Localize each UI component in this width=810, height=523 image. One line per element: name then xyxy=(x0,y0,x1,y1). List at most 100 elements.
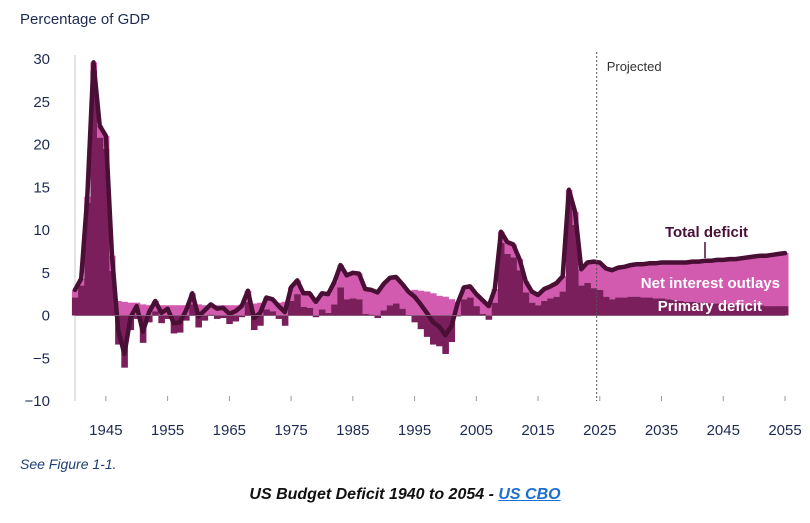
net-interest-bar xyxy=(331,282,338,305)
primary-deficit-bar xyxy=(306,307,314,316)
net-interest-bar xyxy=(380,283,388,311)
net-interest-bar xyxy=(541,288,548,301)
primary-deficit-bar xyxy=(664,299,672,316)
net-interest-bar xyxy=(763,255,770,307)
primary-deficit-bar xyxy=(485,315,493,320)
net-interest-bar xyxy=(318,293,326,310)
primary-deficit-bar xyxy=(158,315,165,324)
primary-deficit-bar xyxy=(331,304,338,316)
y-tick-label: 0 xyxy=(42,308,50,325)
primary-deficit-bar xyxy=(578,285,585,316)
net-interest-bar xyxy=(646,263,653,298)
label-total-deficit: Total deficit xyxy=(665,224,748,241)
net-interest-bar xyxy=(337,265,344,288)
primary-deficit-bar xyxy=(374,315,382,319)
net-interest-bar xyxy=(399,283,406,309)
primary-deficit-bar xyxy=(504,253,511,316)
primary-deficit-bar xyxy=(683,301,690,316)
net-interest-bar xyxy=(781,253,789,307)
primary-deficit-bar xyxy=(164,315,172,319)
y-axis: 30 25 20 15 10 5 0 −5 −10 xyxy=(25,51,76,410)
x-tick-label: 1995 xyxy=(398,422,431,439)
net-interest-bar xyxy=(423,291,431,316)
net-interest-bar xyxy=(621,266,628,298)
y-tick-label: 20 xyxy=(33,137,50,154)
x-tick-label: 1975 xyxy=(274,422,307,439)
primary-deficit-bar xyxy=(602,296,610,316)
net-interest-bar xyxy=(596,262,604,290)
net-interest-bar xyxy=(510,244,517,258)
net-interest-bar xyxy=(695,261,703,303)
primary-deficit-bar xyxy=(84,202,91,316)
primary-deficit-bar xyxy=(744,305,752,316)
primary-deficit-bar xyxy=(528,302,536,316)
primary-deficit-bar xyxy=(300,306,307,316)
source-link[interactable]: US CBO xyxy=(498,486,561,503)
net-interest-bar xyxy=(633,264,641,297)
net-interest-bar xyxy=(578,269,585,286)
net-interest-bar xyxy=(738,258,746,306)
primary-deficit-bar xyxy=(71,297,79,316)
primary-deficit-bar xyxy=(596,289,604,316)
primary-deficit-bar xyxy=(183,315,190,321)
net-interest-bar xyxy=(664,262,672,300)
primary-deficit-bar xyxy=(757,305,764,316)
primary-deficit-bar xyxy=(732,305,740,316)
primary-deficit-bar xyxy=(337,287,344,316)
primary-deficit-bar xyxy=(257,315,264,326)
net-interest-bar xyxy=(491,288,499,303)
primary-deficit-bar xyxy=(646,297,653,316)
net-interest-bar xyxy=(392,277,400,304)
net-interest-bar xyxy=(714,259,721,304)
net-interest-bar xyxy=(263,297,270,310)
primary-deficit-bar xyxy=(343,299,351,316)
net-interest-bar xyxy=(460,287,468,300)
primary-deficit-bar xyxy=(108,271,116,316)
primary-deficit-bar xyxy=(349,298,357,316)
x-tick-label: 2055 xyxy=(768,422,801,439)
y-tick-label: −5 xyxy=(33,350,50,367)
caption-text: US Budget Deficit 1940 to 2054 - xyxy=(249,486,499,503)
net-interest-bar xyxy=(683,262,690,302)
primary-deficit-bar xyxy=(152,311,159,316)
net-interest-bar xyxy=(559,276,567,292)
primary-deficit-bar xyxy=(386,305,394,316)
primary-deficit-bar xyxy=(263,309,270,316)
chart-caption: US Budget Deficit 1940 to 2054 - US CBO xyxy=(0,486,810,504)
primary-deficit-bar xyxy=(695,302,703,316)
net-interest-bar xyxy=(627,265,635,297)
primary-deficit-bar xyxy=(541,300,548,316)
net-interest-bar xyxy=(386,277,394,306)
primary-deficit-bar xyxy=(751,305,758,316)
net-interest-bar xyxy=(775,253,783,307)
primary-deficit-bar xyxy=(763,306,770,316)
primary-deficit-bar xyxy=(497,242,505,316)
primary-deficit-bar xyxy=(658,298,666,316)
net-interest-bar xyxy=(590,261,598,289)
y-tick-label: 15 xyxy=(33,179,50,196)
primary-deficit-bar xyxy=(250,315,258,331)
net-interest-bar xyxy=(170,305,178,316)
primary-deficit-bar xyxy=(510,257,517,316)
primary-deficit-bar xyxy=(479,313,486,316)
x-tick-label: 1965 xyxy=(213,422,246,439)
primary-deficit-bar xyxy=(639,297,647,316)
net-interest-bar xyxy=(355,273,363,300)
primary-deficit-bar xyxy=(707,303,715,316)
primary-deficit-bar xyxy=(417,315,425,330)
x-tick-label: 2015 xyxy=(521,422,554,439)
primary-deficit-bar xyxy=(288,300,295,316)
primary-deficit-bar xyxy=(90,70,98,316)
primary-deficit-bar xyxy=(726,304,733,316)
primary-deficit-bar xyxy=(491,302,499,316)
primary-deficit-bar xyxy=(232,315,240,322)
net-interest-bar xyxy=(127,302,135,316)
y-tick-label: 5 xyxy=(42,265,50,282)
net-interest-bar xyxy=(528,291,536,303)
primary-deficit-bar xyxy=(738,305,746,316)
primary-deficit-bar xyxy=(559,291,567,316)
label-net-interest-outlays: Net interest outlays xyxy=(641,275,780,292)
primary-deficit-bar xyxy=(201,315,209,321)
net-interest-bar xyxy=(744,257,752,306)
